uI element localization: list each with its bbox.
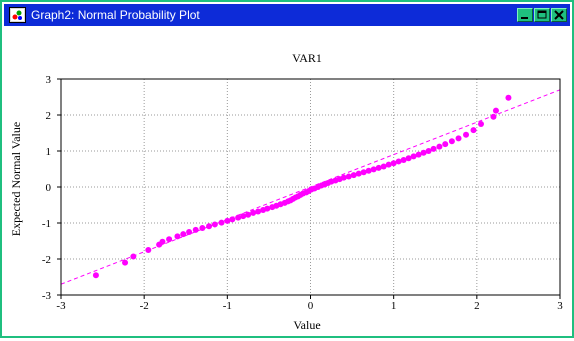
x-axis-ticks: -3 -2 -1 0 1 2 3 [56, 295, 563, 312]
data-point [365, 167, 372, 174]
x-axis-label: Value [293, 318, 320, 332]
data-point [395, 158, 402, 165]
data-point [264, 205, 271, 212]
data-point [186, 229, 193, 235]
data-point [420, 149, 427, 156]
data-point [430, 145, 437, 152]
data-point [505, 94, 512, 101]
y-tick-label: 3 [46, 74, 52, 86]
data-point [174, 233, 181, 240]
data-point [410, 153, 417, 160]
data-point [436, 143, 443, 150]
data-point [211, 221, 218, 228]
data-point [442, 141, 449, 148]
data-point [340, 174, 347, 181]
data-point [229, 216, 236, 223]
chart-title: VAR1 [292, 51, 322, 65]
data-point [400, 157, 407, 163]
minimize-button[interactable] [517, 8, 533, 22]
data-point [390, 160, 397, 167]
window-title: Graph2: Normal Probability Plot [31, 8, 200, 22]
data-points [92, 94, 512, 279]
data-point [415, 151, 422, 158]
x-tick-label: -2 [140, 300, 149, 312]
y-tick-label: -1 [42, 218, 51, 230]
data-point [255, 208, 262, 215]
y-axis-ticks: 3 2 1 0 -1 -2 -3 [42, 74, 61, 302]
minimize-icon [521, 17, 528, 19]
data-point [375, 164, 382, 171]
y-axis-label: Expected Normal Value [9, 122, 23, 236]
y-tick-label: 2 [46, 110, 52, 122]
data-point [250, 209, 257, 216]
chart-area: -3 -2 -1 0 1 2 3 3 2 1 0 -1 -2 -3 VAR1 Value Expecte… [4, 26, 570, 336]
data-point [455, 135, 462, 142]
data-point [448, 138, 455, 145]
data-point [130, 253, 137, 260]
data-point [192, 226, 199, 233]
data-point [345, 173, 352, 180]
data-point [224, 217, 231, 224]
data-point [380, 163, 387, 170]
data-point [360, 169, 367, 176]
x-tick-label: 0 [308, 300, 314, 312]
maximize-button[interactable] [534, 8, 550, 22]
data-point [350, 172, 357, 179]
x-tick-label: 3 [557, 300, 563, 312]
data-point [463, 131, 470, 138]
data-point [470, 127, 477, 134]
x-tick-label: -1 [223, 300, 232, 312]
data-point [385, 161, 392, 168]
data-point [492, 107, 499, 114]
close-button[interactable] [551, 8, 567, 22]
x-tick-label: -3 [56, 300, 66, 312]
data-point [92, 272, 99, 279]
data-point [425, 148, 432, 154]
x-tick-label: 1 [391, 300, 397, 312]
data-point [235, 214, 242, 221]
y-tick-label: 1 [46, 146, 52, 158]
data-point [180, 231, 187, 238]
y-tick-label: -3 [42, 290, 52, 302]
data-point [490, 113, 497, 120]
normal-probability-plot: -3 -2 -1 0 1 2 3 3 2 1 0 -1 -2 -3 VAR1 Value Expecte… [9, 51, 563, 332]
data-point [245, 211, 252, 218]
data-point [477, 121, 484, 127]
data-point [145, 247, 152, 253]
y-tick-label: 0 [46, 182, 52, 194]
data-point [206, 223, 213, 230]
x-tick-label: 2 [474, 300, 480, 312]
data-point [355, 170, 362, 177]
data-point [240, 213, 247, 220]
data-point [166, 236, 173, 243]
close-icon [554, 10, 564, 20]
data-point [159, 238, 166, 245]
data-point [405, 155, 412, 162]
graph-app-icon[interactable] [9, 7, 26, 23]
maximize-icon [537, 10, 547, 19]
data-point [370, 166, 377, 173]
y-tick-label: -2 [42, 254, 51, 266]
data-point [218, 219, 225, 226]
title-bar[interactable]: Graph2: Normal Probability Plot [4, 4, 570, 26]
data-point [199, 225, 206, 232]
data-point [122, 259, 129, 266]
